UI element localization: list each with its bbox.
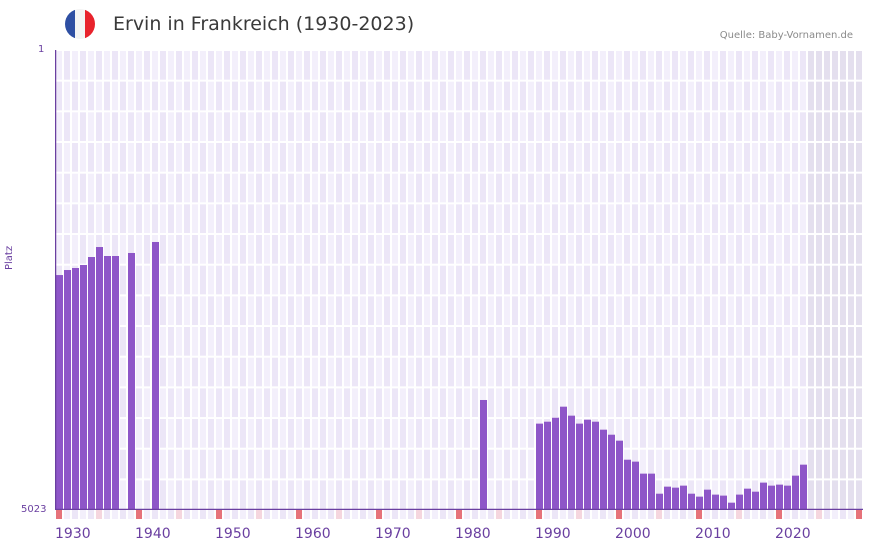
bar-1935	[96, 247, 103, 510]
bar-2004	[648, 473, 655, 510]
x-tick-1990: 1990	[535, 526, 571, 542]
bar-2001	[624, 459, 631, 510]
x-tick-2020: 2020	[775, 526, 811, 542]
y-tick-bottom: 5023	[21, 504, 47, 515]
bar-2023	[800, 464, 807, 510]
bar-chart-plot	[55, 50, 863, 510]
bar-2021	[784, 485, 791, 510]
bar-2018	[760, 482, 767, 510]
bar-2010	[696, 496, 703, 510]
bar-2007	[672, 487, 679, 510]
bar-2002	[632, 461, 639, 510]
source-credit: Quelle: Baby-Vornamen.de	[719, 30, 853, 41]
bar-2020	[776, 484, 783, 510]
flag-white-stripe	[75, 9, 85, 39]
bar-1999	[608, 434, 615, 510]
bar-1930	[56, 275, 63, 510]
bar-2000	[616, 440, 623, 510]
bar-2012	[712, 494, 719, 510]
bar-1939	[128, 252, 135, 510]
bar-1993	[560, 406, 567, 510]
bar-2009	[688, 493, 695, 510]
bar-2006	[664, 486, 671, 510]
flag-blue-stripe	[65, 9, 75, 39]
bar-1997	[592, 421, 599, 510]
bar-2019	[768, 485, 775, 510]
bar-1932	[72, 268, 79, 510]
bar-1937	[112, 256, 119, 510]
x-tick-1950: 1950	[215, 526, 251, 542]
bar-1992	[552, 417, 559, 510]
bar-2011	[704, 489, 711, 510]
x-tick-2000: 2000	[615, 526, 651, 542]
y-axis-title: Platz	[4, 245, 15, 270]
bar-2015	[736, 494, 743, 510]
x-tick-1940: 1940	[135, 526, 171, 542]
bar-2017	[752, 491, 759, 510]
chart-title: Ervin in Frankreich (1930-2023)	[113, 13, 415, 35]
bar-2008	[680, 485, 687, 510]
bar-2013	[720, 495, 727, 510]
flag-france-icon	[65, 9, 95, 39]
x-tick-1930: 1930	[55, 526, 91, 542]
bar-1998	[600, 429, 607, 510]
bar-2014	[728, 502, 735, 510]
bar-2022	[792, 475, 799, 510]
bar-1994	[568, 415, 575, 510]
bar-1936	[104, 256, 111, 510]
bar-1990	[536, 423, 543, 510]
bar-1983	[480, 399, 487, 510]
bar-2005	[656, 493, 663, 510]
bar-1995	[576, 423, 583, 510]
year-markers	[56, 510, 862, 519]
x-tick-1980: 1980	[455, 526, 491, 542]
x-tick-1960: 1960	[295, 526, 331, 542]
bar-2003	[640, 473, 647, 510]
bar-1996	[584, 419, 591, 510]
bar-1942	[152, 241, 159, 510]
flag-red-stripe	[85, 9, 95, 39]
x-tick-1970: 1970	[375, 526, 411, 542]
bar-2016	[744, 488, 751, 510]
y-tick-top: 1	[38, 44, 45, 55]
x-tick-2010: 2010	[695, 526, 731, 542]
bar-1933	[80, 264, 87, 510]
bar-1991	[544, 421, 551, 510]
bar-1931	[64, 270, 71, 510]
bar-1934	[88, 257, 95, 510]
